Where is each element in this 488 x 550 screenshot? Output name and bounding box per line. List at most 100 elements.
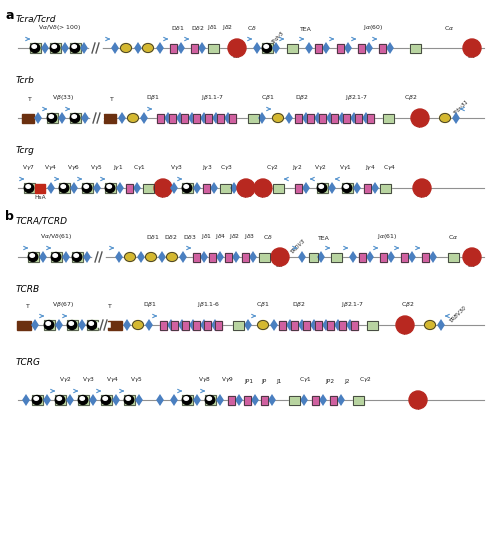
Text: D$\beta$1: D$\beta$1 xyxy=(146,93,160,102)
Bar xyxy=(72,252,82,262)
Bar xyxy=(192,252,200,261)
Polygon shape xyxy=(170,182,178,194)
Text: E$\gamma$1: E$\gamma$1 xyxy=(157,191,169,200)
Polygon shape xyxy=(193,394,201,406)
Text: C$\beta$1: C$\beta$1 xyxy=(256,300,270,309)
Bar xyxy=(227,395,235,404)
Text: Tcrb: Tcrb xyxy=(16,76,35,85)
Text: C$\alpha$: C$\alpha$ xyxy=(448,233,458,241)
Polygon shape xyxy=(302,182,310,194)
Bar xyxy=(215,321,222,329)
Bar xyxy=(262,43,272,53)
Bar xyxy=(290,321,298,329)
Text: TEA: TEA xyxy=(318,236,330,241)
Bar xyxy=(290,321,298,329)
Text: E$\gamma$3: E$\gamma$3 xyxy=(240,191,252,200)
Polygon shape xyxy=(408,251,416,263)
Bar xyxy=(192,321,200,329)
Ellipse shape xyxy=(262,43,272,52)
Polygon shape xyxy=(200,251,208,263)
Bar xyxy=(17,321,31,329)
Text: C$\delta$: C$\delta$ xyxy=(263,233,273,241)
Text: T: T xyxy=(26,304,30,309)
Circle shape xyxy=(154,179,172,197)
Text: V$\gamma$2: V$\gamma$2 xyxy=(59,375,71,384)
Ellipse shape xyxy=(440,113,450,123)
Ellipse shape xyxy=(317,184,327,192)
Ellipse shape xyxy=(124,395,134,404)
Bar xyxy=(342,183,352,193)
Polygon shape xyxy=(137,251,145,263)
Polygon shape xyxy=(176,112,184,124)
Polygon shape xyxy=(429,251,437,263)
Text: J$\gamma$4: J$\gamma$4 xyxy=(365,163,375,172)
Bar xyxy=(29,43,41,53)
Ellipse shape xyxy=(57,397,61,400)
Bar xyxy=(160,321,166,329)
Polygon shape xyxy=(310,319,318,331)
Text: JP1: JP1 xyxy=(244,379,253,384)
Text: J$\delta$2: J$\delta$2 xyxy=(229,232,241,241)
Bar xyxy=(217,113,224,123)
Text: V$\gamma$8: V$\gamma$8 xyxy=(198,375,210,384)
Polygon shape xyxy=(216,394,224,406)
Bar xyxy=(50,252,61,262)
Polygon shape xyxy=(362,112,370,124)
Polygon shape xyxy=(47,182,55,194)
Polygon shape xyxy=(251,394,259,406)
Bar xyxy=(104,113,116,123)
Bar xyxy=(192,321,200,329)
Polygon shape xyxy=(268,394,276,406)
Polygon shape xyxy=(249,251,257,263)
Bar xyxy=(81,183,93,193)
Ellipse shape xyxy=(59,184,69,192)
Ellipse shape xyxy=(26,185,30,188)
Bar xyxy=(358,43,365,52)
Text: J$\delta$1: J$\delta$1 xyxy=(202,232,213,241)
Polygon shape xyxy=(286,319,294,331)
Text: J$\gamma$2: J$\gamma$2 xyxy=(292,163,302,172)
Text: T: T xyxy=(28,97,32,102)
Polygon shape xyxy=(387,251,395,263)
Bar xyxy=(329,395,337,404)
Bar xyxy=(314,321,322,329)
Text: T: T xyxy=(110,97,114,102)
Ellipse shape xyxy=(50,43,60,52)
Ellipse shape xyxy=(51,252,61,261)
Ellipse shape xyxy=(53,254,58,257)
Text: T: T xyxy=(108,304,112,309)
Text: E$\delta$: E$\delta$ xyxy=(232,52,242,60)
Bar xyxy=(217,113,224,123)
Ellipse shape xyxy=(72,45,77,48)
Ellipse shape xyxy=(133,321,143,329)
Ellipse shape xyxy=(46,322,50,325)
Bar xyxy=(55,395,65,405)
Bar xyxy=(35,184,45,192)
Ellipse shape xyxy=(182,184,192,192)
Polygon shape xyxy=(156,42,164,54)
Bar xyxy=(259,252,269,261)
Text: V$\gamma$3: V$\gamma$3 xyxy=(170,163,183,172)
Bar xyxy=(339,321,346,329)
Bar xyxy=(383,113,393,123)
Bar xyxy=(182,183,192,193)
Text: C$\delta$: C$\delta$ xyxy=(247,24,257,32)
Ellipse shape xyxy=(103,397,107,400)
Polygon shape xyxy=(167,319,175,331)
Polygon shape xyxy=(366,251,374,263)
Polygon shape xyxy=(272,42,280,54)
Ellipse shape xyxy=(182,395,192,404)
Bar xyxy=(160,321,166,329)
Polygon shape xyxy=(437,319,445,331)
Polygon shape xyxy=(337,394,345,406)
Polygon shape xyxy=(349,251,357,263)
Bar xyxy=(190,43,198,52)
Text: Trbv31: Trbv31 xyxy=(453,99,470,116)
Bar xyxy=(204,395,216,405)
Polygon shape xyxy=(198,42,206,54)
Polygon shape xyxy=(317,251,325,263)
Bar xyxy=(244,395,250,404)
Bar xyxy=(203,321,210,329)
Bar xyxy=(352,395,364,404)
Bar xyxy=(168,113,176,123)
